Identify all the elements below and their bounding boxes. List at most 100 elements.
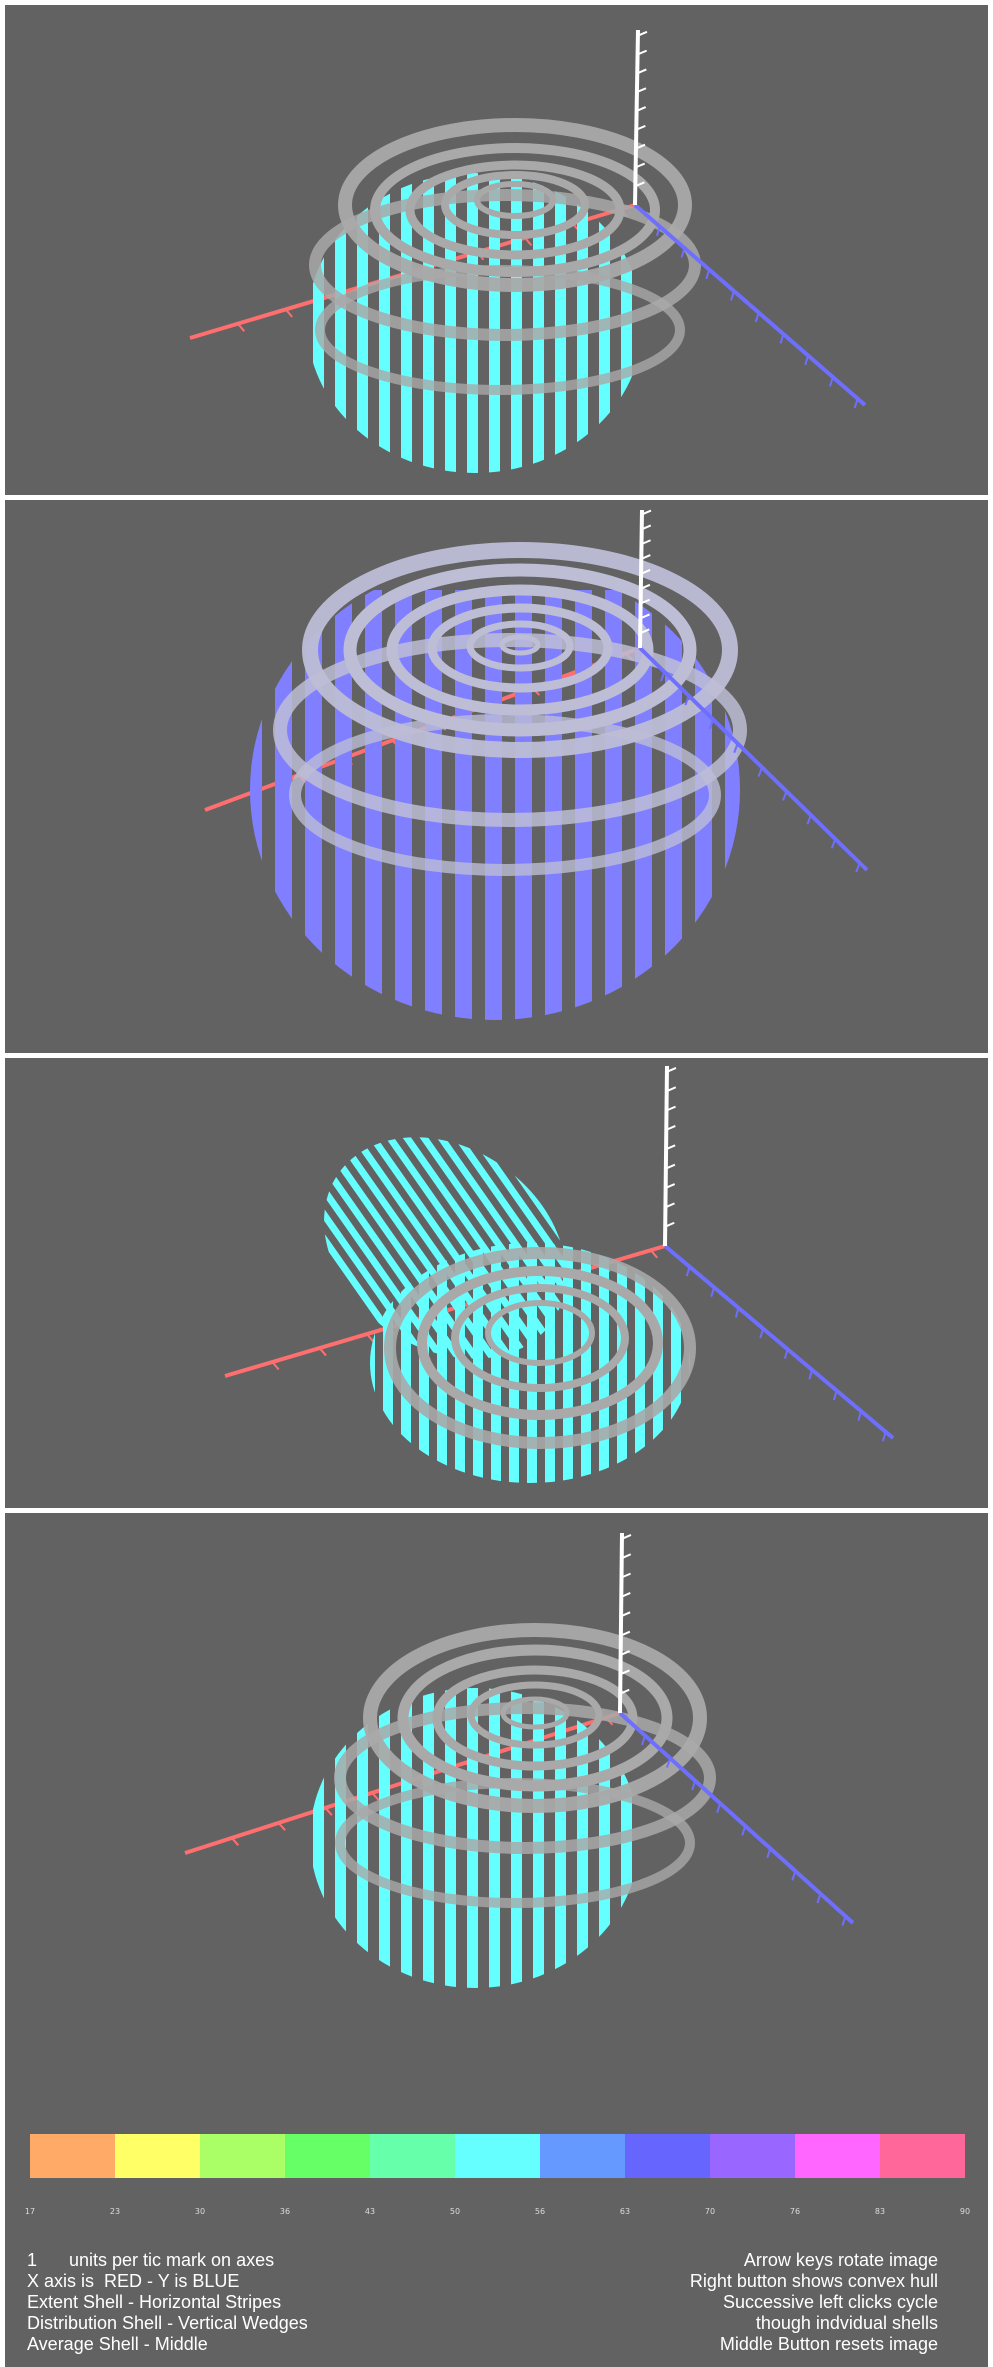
axis-tic (640, 569, 651, 575)
axis-tic (665, 1202, 675, 1209)
axis-tic (766, 1848, 772, 1859)
axis-tic (666, 1757, 672, 1768)
color-scale-tick-label: 76 (789, 2207, 801, 2216)
extent-shell-text: Extent Shell - Horizontal Stripes (27, 2292, 282, 2312)
axis-tic (832, 1390, 838, 1401)
axis-tic (655, 226, 661, 237)
y-axis (618, 1711, 855, 1926)
arrow-keys-text: Arrow keys rotate image (743, 2250, 938, 2270)
right-button-text: Right button shows convex hull (689, 2271, 938, 2291)
axis-tic-marks (664, 1066, 677, 1228)
average-shell-text: Average Shell - Middle (27, 2334, 208, 2354)
axis-tic (640, 613, 650, 620)
axis-tic (620, 1611, 631, 1618)
axis-tic (830, 838, 837, 849)
color-scale-tick-label: 56 (534, 2207, 546, 2216)
info-right-column: Arrow keys rotate image Right button sho… (690, 2250, 938, 2355)
color-swatch (455, 2134, 540, 2178)
axis-tic (640, 583, 651, 590)
individual-shells-text: though indvidual shells (755, 2313, 938, 2333)
color-scale-tick-label: 90 (959, 2207, 971, 2216)
axis-tic (621, 1553, 632, 1560)
color-swatch (370, 2134, 455, 2178)
axis-tic (641, 509, 652, 516)
color-swatch (540, 2134, 625, 2178)
axis-tic-marks (639, 509, 652, 635)
color-scale-tick-label: 17 (24, 2207, 36, 2216)
axis-tic (641, 524, 652, 531)
color-swatch (710, 2134, 795, 2178)
axis-tic (640, 554, 651, 560)
color-swatch (285, 2134, 370, 2178)
shell-view-canvas-2[interactable] (5, 500, 988, 1053)
axis-tic (660, 671, 666, 682)
axis-tic (664, 1221, 675, 1228)
shell-body (285, 1118, 696, 1483)
axis-tic (666, 1105, 676, 1112)
shell-view-panel-2[interactable] (5, 500, 988, 1053)
axis-tic (621, 1572, 631, 1579)
units-text: units per tic mark on axes (69, 2250, 275, 2270)
axis-tic (620, 1630, 631, 1637)
axis-tic (730, 290, 735, 301)
color-scale-tick-label: 30 (194, 2207, 206, 2216)
shell-body (310, 1623, 716, 1988)
axis-tic (665, 1163, 676, 1170)
axis-tic (881, 1431, 887, 1442)
left-clicks-text: Successive left clicks cycle (722, 2292, 938, 2312)
axis-tic (639, 628, 650, 635)
shell-view-panel-1[interactable] (5, 5, 988, 495)
y-axis (633, 203, 867, 409)
axis-tic (620, 1592, 631, 1598)
color-scale-bar (30, 2134, 965, 2178)
y-axis (638, 646, 869, 873)
axis-tic (791, 1870, 797, 1881)
axis-tic (637, 30, 648, 37)
axis-tic (829, 376, 834, 387)
axis-tic (710, 1287, 715, 1298)
axis-tic (691, 1780, 697, 1791)
axis-tic (637, 49, 648, 56)
legend-panel: 17 23 30 36 43 50 56 63 70 76 83 90 1 units per tic … (5, 2057, 988, 2367)
middle-button-text: Middle Button resets image (719, 2334, 938, 2354)
shell-view-panel-3[interactable] (5, 1058, 988, 1508)
axis-tic (635, 124, 646, 131)
axis-tic (231, 1837, 240, 1846)
axis-tic (741, 1825, 747, 1836)
color-scale-tick-label: 63 (619, 2207, 631, 2216)
axis-tic (754, 312, 760, 323)
axis-tic (816, 1893, 822, 1904)
axis-tic (783, 1348, 789, 1359)
axis-tic (779, 333, 785, 344)
axis-tic (806, 814, 812, 825)
color-swatch (880, 2134, 965, 2178)
shell-body (307, 118, 701, 473)
axis-tic (640, 598, 651, 605)
z-axis (663, 1065, 677, 1247)
axis-tic (857, 1410, 863, 1421)
color-scale-tick-label: 50 (449, 2207, 461, 2216)
axis-tic (804, 355, 810, 366)
shell-view-canvas-3[interactable] (5, 1058, 988, 1508)
y-axis (663, 1244, 895, 1442)
axis-tic (733, 743, 739, 754)
axis-tic (855, 862, 861, 873)
shell-view-canvas-1[interactable] (5, 5, 988, 495)
color-scale-tick-label: 43 (364, 2207, 376, 2216)
axis-tic (318, 1347, 327, 1357)
axis-tic (759, 1328, 765, 1339)
shell-view-canvas-4[interactable] (5, 1513, 988, 2057)
axis-tic (636, 87, 647, 94)
axis-tic (641, 1735, 647, 1746)
axis-tic-marks (685, 1266, 887, 1442)
axis-tic (782, 790, 788, 801)
axis-tic (808, 1369, 814, 1380)
color-scale-ticks: 17 23 30 36 43 50 56 63 70 76 83 90 (25, 2207, 990, 2221)
axis-tic (841, 1915, 847, 1926)
color-swatch (625, 2134, 710, 2178)
shell-view-panel-4[interactable] (5, 1513, 988, 2057)
axis-tic (277, 1822, 286, 1831)
axis-tic (680, 247, 686, 258)
axis-tic (757, 767, 763, 777)
axis-tic (366, 1333, 375, 1343)
